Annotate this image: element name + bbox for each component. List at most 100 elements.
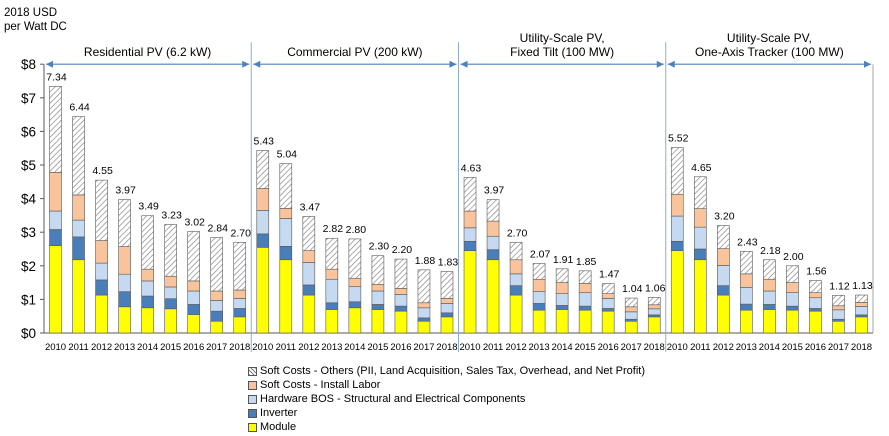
bar-segment: [348, 286, 362, 303]
bar-total-label: 4.65: [691, 162, 712, 174]
labels: Residential PV (6.2 kW) 7.34 2010 6.44 2011 4…: [45, 31, 873, 353]
x-tick-label: 2012: [505, 342, 526, 353]
bar-segment: [164, 308, 177, 334]
bar-segment: [302, 294, 316, 334]
bar-segment: [647, 297, 661, 306]
bar-total-label: 1.88: [415, 255, 436, 267]
bar-segment: [72, 236, 85, 261]
bar-segment: [394, 294, 408, 307]
x-tick-label: 2013: [321, 342, 342, 353]
y-tick-label: $7: [21, 91, 36, 106]
bar-segment: [601, 308, 615, 312]
x-tick-label: 2012: [91, 342, 112, 353]
bar-segment: [463, 177, 477, 212]
legend-label: Soft Costs - Others (PII, Land Acquisiti…: [260, 365, 645, 377]
bar-segment: [141, 280, 154, 297]
bar-total-label: 2.43: [737, 236, 758, 248]
bar-segment: [49, 245, 62, 334]
bar-segment: [394, 288, 408, 295]
y-axis-title-line-1: 2018 USD: [4, 7, 58, 19]
bar-total-label: 1.04: [622, 283, 643, 295]
bar-segment: [740, 251, 753, 275]
x-tick-label: 2014: [137, 342, 158, 353]
bar-segment: [832, 309, 845, 320]
bar-segment: [118, 273, 131, 292]
bar-segment: [187, 280, 200, 292]
y-tick-label: $6: [21, 124, 36, 139]
x-tick-label: 2010: [459, 342, 480, 353]
bar-segment: [440, 316, 454, 334]
legend-swatch-orange: [248, 380, 257, 390]
y-tick-label: $8: [21, 57, 36, 72]
bar-segment: [717, 248, 730, 266]
bar-segment: [417, 302, 431, 309]
bar-segment: [371, 304, 385, 310]
legend: Soft Costs - Others (PII, Land Acquisiti…: [248, 364, 645, 434]
legend-label: Module: [260, 421, 297, 433]
x-tick-label: 2012: [713, 342, 734, 353]
bar-segment: [118, 306, 131, 334]
x-tick-label: 2015: [160, 342, 181, 353]
bar-segment: [49, 86, 62, 173]
y-tick-label: $0: [21, 326, 36, 341]
bar-segment: [809, 292, 822, 299]
bar-total-label: 3.49: [138, 201, 159, 213]
bar-segment: [532, 303, 546, 311]
bar-segment: [95, 262, 108, 281]
x-tick-label: 2018: [644, 342, 665, 353]
bar-segment: [740, 303, 753, 311]
bar-total-label: 3.02: [184, 217, 205, 229]
bar-segment: [348, 277, 362, 287]
legend-label: Inverter: [260, 407, 298, 419]
bar-segment: [578, 305, 592, 311]
x-tick-label: 2017: [621, 342, 642, 353]
bar-segment: [647, 314, 661, 318]
x-tick-label: 2010: [252, 342, 273, 353]
bar-segment: [786, 292, 799, 307]
bar-segment: [647, 308, 661, 316]
bar-segment: [141, 268, 154, 282]
x-tick-label: 2016: [183, 342, 204, 353]
bar-segment: [532, 263, 546, 280]
bar-segment: [624, 297, 638, 308]
legend-item-soft-costs-others: Soft Costs - Others (PII, Land Acquisiti…: [248, 364, 645, 378]
bar-segment: [555, 309, 569, 334]
bar-segment: [233, 298, 247, 309]
bar-segment: [95, 179, 108, 241]
x-tick-label: 2015: [782, 342, 803, 353]
x-tick-label: 2017: [828, 342, 849, 353]
segment-title: Commercial PV (200 kW): [287, 45, 422, 59]
legend-swatch-hatched: [248, 366, 257, 376]
bar-segment: [555, 293, 569, 306]
bar-segment: [555, 305, 569, 310]
bar-segment: [486, 220, 500, 237]
bar-segment: [509, 259, 523, 275]
bar-segment: [233, 316, 247, 334]
bar-total-label: 1.56: [806, 266, 827, 278]
bar-segment: [49, 229, 62, 246]
bar-segment: [855, 316, 868, 334]
bar-segment: [740, 309, 753, 334]
bar-total-label: 1.91: [553, 254, 574, 266]
x-tick-label: 2013: [114, 342, 135, 353]
bar-segment: [141, 295, 154, 309]
bar-segment: [509, 241, 523, 261]
bar-segment: [717, 265, 730, 286]
bar-total-label: 5.04: [277, 149, 298, 161]
legend-item-install-labor: Soft Costs - Install Labor: [248, 378, 645, 392]
bar-total-label: 1.85: [576, 256, 597, 268]
bar-segment: [187, 290, 200, 305]
bar-segment: [670, 250, 684, 334]
arrow-head-left: [667, 60, 675, 68]
bar-segment: [95, 294, 108, 334]
x-tick-label: 2011: [690, 342, 710, 353]
bar-segment: [693, 208, 707, 228]
bar-segment: [95, 279, 108, 296]
bar-segment: [740, 287, 753, 305]
bar-segment: [325, 237, 339, 270]
legend-label: Hardware BOS - Structural and Electrical…: [260, 393, 526, 405]
bar-segment: [256, 247, 270, 334]
bar-segment: [763, 290, 776, 305]
bar-segment: [832, 318, 845, 322]
bar-total-label: 2.30: [369, 241, 390, 253]
